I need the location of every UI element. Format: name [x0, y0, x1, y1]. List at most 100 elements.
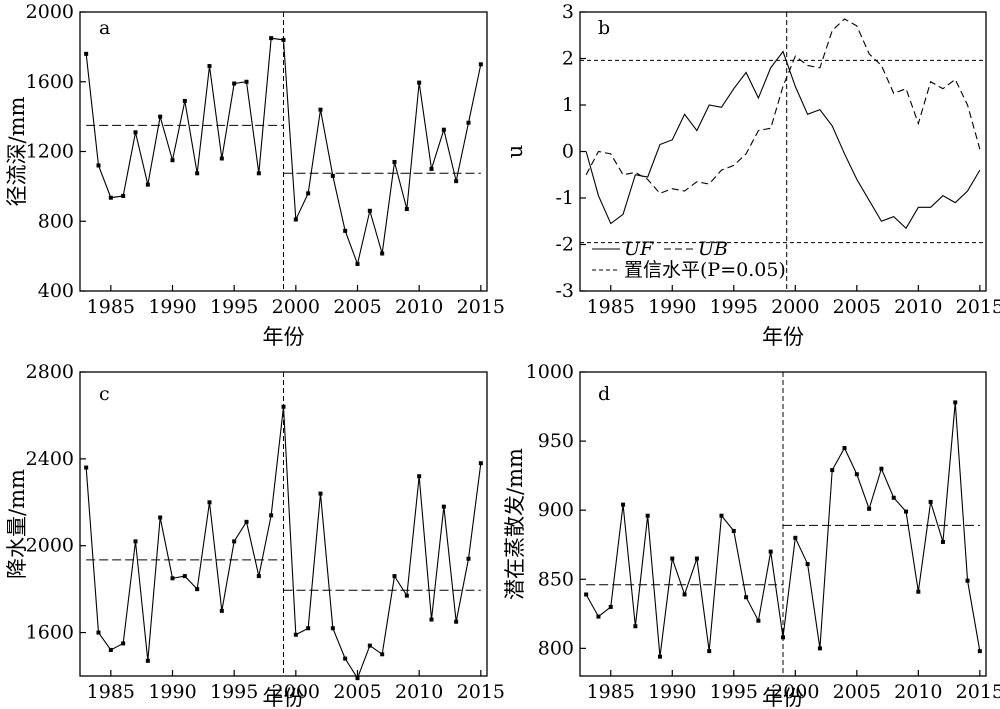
x-tick-label: 1995: [210, 681, 258, 703]
x-tick-label: 1995: [210, 296, 258, 318]
data-point: [707, 649, 712, 654]
data-point: [96, 630, 101, 635]
x-tick-label: 2010: [395, 296, 443, 318]
legend-label-confidence: 置信水平(P=0.05): [624, 259, 786, 281]
data-point: [219, 608, 224, 613]
series-line-ub: [585, 18, 981, 194]
data-point: [318, 107, 323, 112]
data-point: [417, 80, 422, 85]
x-tick-label: 1985: [87, 681, 135, 703]
data-point: [355, 261, 360, 266]
data-point: [417, 474, 422, 479]
data-point: [904, 509, 909, 514]
y-tick-label: 2000: [26, 1, 74, 23]
x-tick-label: 2000: [771, 296, 819, 318]
data-point: [429, 617, 434, 622]
x-tick-label: 1995: [710, 681, 758, 703]
data-point: [404, 593, 409, 598]
x-tick-label: 2005: [333, 681, 381, 703]
data-point: [441, 504, 446, 509]
data-point: [842, 446, 847, 450]
data-point: [170, 158, 175, 163]
x-axis-label: 年份: [762, 686, 804, 709]
x-tick-label: 2005: [333, 296, 381, 318]
data-point: [269, 513, 274, 518]
x-tick-label: 1990: [148, 681, 196, 703]
y-tick-label: 800: [538, 637, 574, 659]
x-tick-label: 1985: [587, 681, 635, 703]
data-point: [244, 519, 249, 524]
x-tick-label: 2010: [395, 681, 443, 703]
data-point: [108, 647, 113, 652]
x-tick-label: 2015: [956, 681, 1000, 703]
y-tick-label: 2800: [26, 361, 74, 383]
data-point: [454, 179, 459, 184]
data-point: [195, 587, 200, 592]
data-point: [657, 654, 662, 659]
data-point: [404, 207, 409, 212]
data-point: [916, 589, 921, 594]
data-point: [441, 127, 446, 132]
panel-b: 1985 1990 1995 2000 2005 2010 2015 -3 -2 -1 0 1 2 3 年份…: [503, 1, 1000, 349]
data-point: [478, 461, 483, 466]
x-tick-label: 2000: [272, 681, 320, 703]
y-tick-label: 800: [38, 210, 74, 232]
data-point: [330, 173, 335, 178]
data-point: [330, 626, 335, 631]
y-tick-label: 2: [562, 48, 574, 70]
data-point: [145, 658, 150, 663]
data-point: [731, 528, 736, 533]
data-point: [182, 98, 187, 103]
x-tick-label: 2010: [894, 681, 942, 703]
y-tick-label: 850: [538, 568, 574, 590]
data-point: [928, 499, 933, 504]
x-tick-label: 2005: [833, 681, 881, 703]
data-point: [158, 114, 163, 119]
data-point: [293, 217, 298, 222]
data-point: [478, 62, 483, 67]
data-point: [207, 500, 212, 505]
data-point: [133, 130, 138, 135]
x-axis-label: 年份: [263, 325, 305, 349]
x-tick-label: 2015: [956, 296, 1000, 318]
data-point: [756, 618, 761, 623]
y-tick-label: 1: [562, 94, 574, 116]
x-tick-label: 2000: [771, 681, 819, 703]
data-point: [293, 632, 298, 637]
x-tick-label: 2005: [833, 296, 881, 318]
data-point: [256, 574, 261, 579]
data-point: [633, 624, 638, 629]
x-tick-label: 1990: [648, 681, 696, 703]
data-point: [940, 539, 945, 544]
data-point: [596, 614, 601, 619]
data-point: [318, 491, 323, 496]
data-point: [108, 195, 113, 200]
y-tick-label: 400: [38, 280, 74, 302]
data-point: [867, 506, 872, 511]
data-point: [793, 535, 798, 540]
data-point: [768, 549, 773, 554]
y-tick-label: 1200: [26, 141, 74, 163]
y-tick-label: -3: [555, 280, 574, 302]
data-point: [84, 51, 89, 56]
data-point: [830, 468, 835, 473]
data-point: [953, 400, 958, 405]
x-axis-label: 年份: [263, 686, 305, 709]
y-axis-label: 径流深/mm: [5, 96, 29, 206]
panel-letter: d: [598, 383, 610, 405]
y-tick-label: 0: [562, 141, 574, 163]
y-tick-label: 950: [538, 430, 574, 452]
data-point: [355, 676, 360, 681]
data-point: [281, 37, 286, 42]
data-point: [306, 626, 311, 631]
data-point: [84, 465, 89, 470]
data-point: [670, 556, 675, 561]
data-point: [682, 592, 687, 597]
data-point: [121, 193, 126, 198]
data-point: [608, 604, 613, 609]
data-point: [621, 502, 626, 507]
data-point: [719, 513, 724, 518]
panel-letter: c: [99, 383, 110, 405]
data-point: [805, 562, 810, 567]
